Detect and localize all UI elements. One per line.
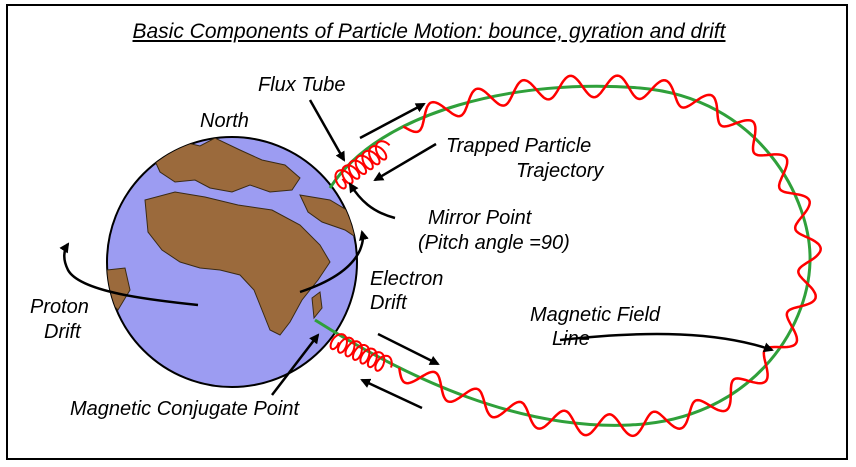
proton-drift-label-line2: Drift <box>44 321 81 343</box>
trapped-particle-label-line2: Trajectory <box>516 160 604 182</box>
magnetic-field-label-line2: Line <box>552 328 590 350</box>
electron-drift-arrow <box>299 230 369 294</box>
conjugate-point-gyration-coil <box>329 333 393 372</box>
north-label: North <box>200 110 249 132</box>
mirror-point-pointer <box>348 182 396 220</box>
proton-drift-label-line1: Proton <box>30 296 89 318</box>
flux-tube-label: Flux Tube <box>258 74 346 96</box>
magnetic-field-pointer <box>559 332 774 353</box>
earth-globe <box>59 136 369 388</box>
diagram-title: Basic Components of Particle Motion: bou… <box>132 20 726 43</box>
bounce-arrow-bottom-inward <box>360 378 423 410</box>
conjugate-point-pointer <box>271 333 320 396</box>
electron-drift-label-line2: Drift <box>370 292 407 314</box>
arabia-landmass <box>299 194 357 242</box>
africa-landmass <box>144 191 331 336</box>
mirror-point-gyration-coil <box>334 140 391 190</box>
trapped-particle-trajectory <box>398 74 822 438</box>
bounce-arrow-bottom-outward <box>377 332 440 366</box>
electron-drift-label-line1: Electron <box>370 268 444 290</box>
magnetic-field-label-line1: Magnetic Field <box>530 304 661 326</box>
bounce-arrow-top-outward <box>359 102 426 140</box>
flux-tube-pointer <box>308 99 346 162</box>
bounce-arrow-top-inward <box>373 142 437 182</box>
trapped-particle-label-line1: Trapped Particle <box>446 135 592 157</box>
mirror-point-label-line2: (Pitch angle =90) <box>418 232 570 254</box>
mirror-point-label-line1: Mirror Point <box>428 207 532 229</box>
proton-drift-arrow <box>59 242 199 307</box>
conjugate-point-label: Magnetic Conjugate Point <box>70 398 300 420</box>
europe-landmass <box>149 137 301 193</box>
madagascar-landmass <box>311 291 323 320</box>
